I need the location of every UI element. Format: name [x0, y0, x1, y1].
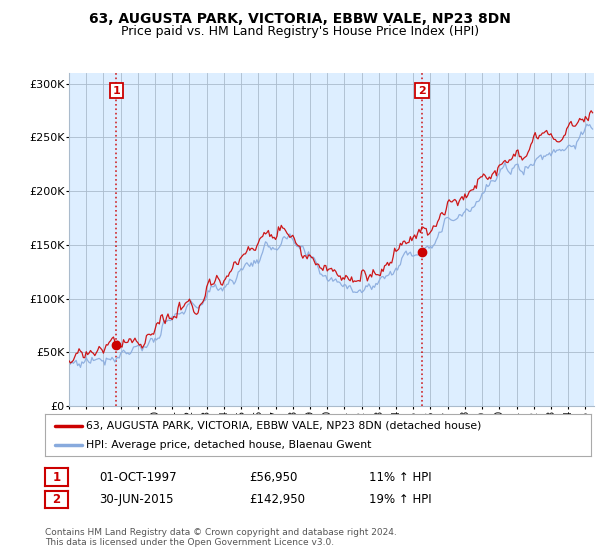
Text: £142,950: £142,950	[249, 493, 305, 506]
Text: 11% ↑ HPI: 11% ↑ HPI	[369, 470, 431, 484]
Text: 1: 1	[112, 86, 120, 96]
Text: 2: 2	[418, 86, 426, 96]
Text: Price paid vs. HM Land Registry's House Price Index (HPI): Price paid vs. HM Land Registry's House …	[121, 25, 479, 38]
Text: 63, AUGUSTA PARK, VICTORIA, EBBW VALE, NP23 8DN (detached house): 63, AUGUSTA PARK, VICTORIA, EBBW VALE, N…	[86, 421, 481, 431]
Text: Contains HM Land Registry data © Crown copyright and database right 2024.
This d: Contains HM Land Registry data © Crown c…	[45, 528, 397, 547]
Text: £56,950: £56,950	[249, 470, 298, 484]
Text: 19% ↑ HPI: 19% ↑ HPI	[369, 493, 431, 506]
Text: 1: 1	[52, 470, 61, 484]
Text: 63, AUGUSTA PARK, VICTORIA, EBBW VALE, NP23 8DN: 63, AUGUSTA PARK, VICTORIA, EBBW VALE, N…	[89, 12, 511, 26]
Text: 01-OCT-1997: 01-OCT-1997	[99, 470, 176, 484]
Text: 2: 2	[52, 493, 61, 506]
Text: HPI: Average price, detached house, Blaenau Gwent: HPI: Average price, detached house, Blae…	[86, 440, 371, 450]
Text: 30-JUN-2015: 30-JUN-2015	[99, 493, 173, 506]
